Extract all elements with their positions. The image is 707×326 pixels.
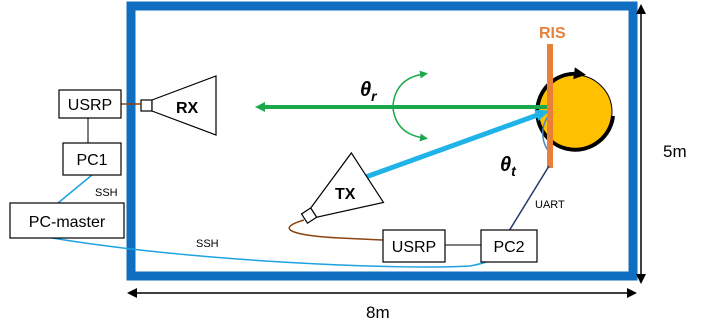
rotation-arrow-icon (535, 67, 615, 152)
theta-t-label: θt (500, 154, 517, 179)
theta-r-arc-upper (392, 70, 428, 106)
height-label: 5m (663, 142, 687, 161)
tx-label: TX (335, 186, 356, 203)
svg-text:USRP: USRP (68, 97, 112, 114)
usrp-tx-box: USRP (382, 229, 446, 263)
ris-label: RIS (539, 25, 566, 42)
horn-antenna-icon (140, 99, 153, 112)
tx-rf-cable (288, 219, 384, 241)
tx-beam (362, 109, 550, 181)
rx-antenna (140, 75, 217, 136)
width-dimension (127, 288, 637, 298)
pc-master-box: PC-master (9, 202, 125, 239)
uart-label: UART (535, 199, 565, 211)
theta-r-label: θr (360, 79, 378, 104)
ssh-link-pc2 (51, 237, 492, 268)
width-label: 8m (366, 303, 390, 322)
svg-text:USRP: USRP (392, 239, 436, 256)
height-dimension (636, 4, 646, 284)
usrp-rx-box: USRP (58, 89, 122, 119)
room-boundary (126, 1, 638, 281)
tx-antenna (300, 151, 385, 225)
ssh-lower-label: SSH (196, 238, 219, 250)
svg-text:PC2: PC2 (493, 239, 524, 256)
svg-text:PC-master: PC-master (29, 214, 106, 231)
ssh-upper-label: SSH (95, 187, 118, 199)
rx-label: RX (176, 100, 199, 117)
theta-r-arc-lower (392, 107, 428, 142)
pc1-box: PC1 (62, 142, 122, 176)
pc2-box: PC2 (480, 229, 538, 263)
svg-text:PC1: PC1 (76, 152, 107, 169)
uart-link (508, 165, 550, 232)
ssh-link-pc1 (57, 174, 93, 204)
